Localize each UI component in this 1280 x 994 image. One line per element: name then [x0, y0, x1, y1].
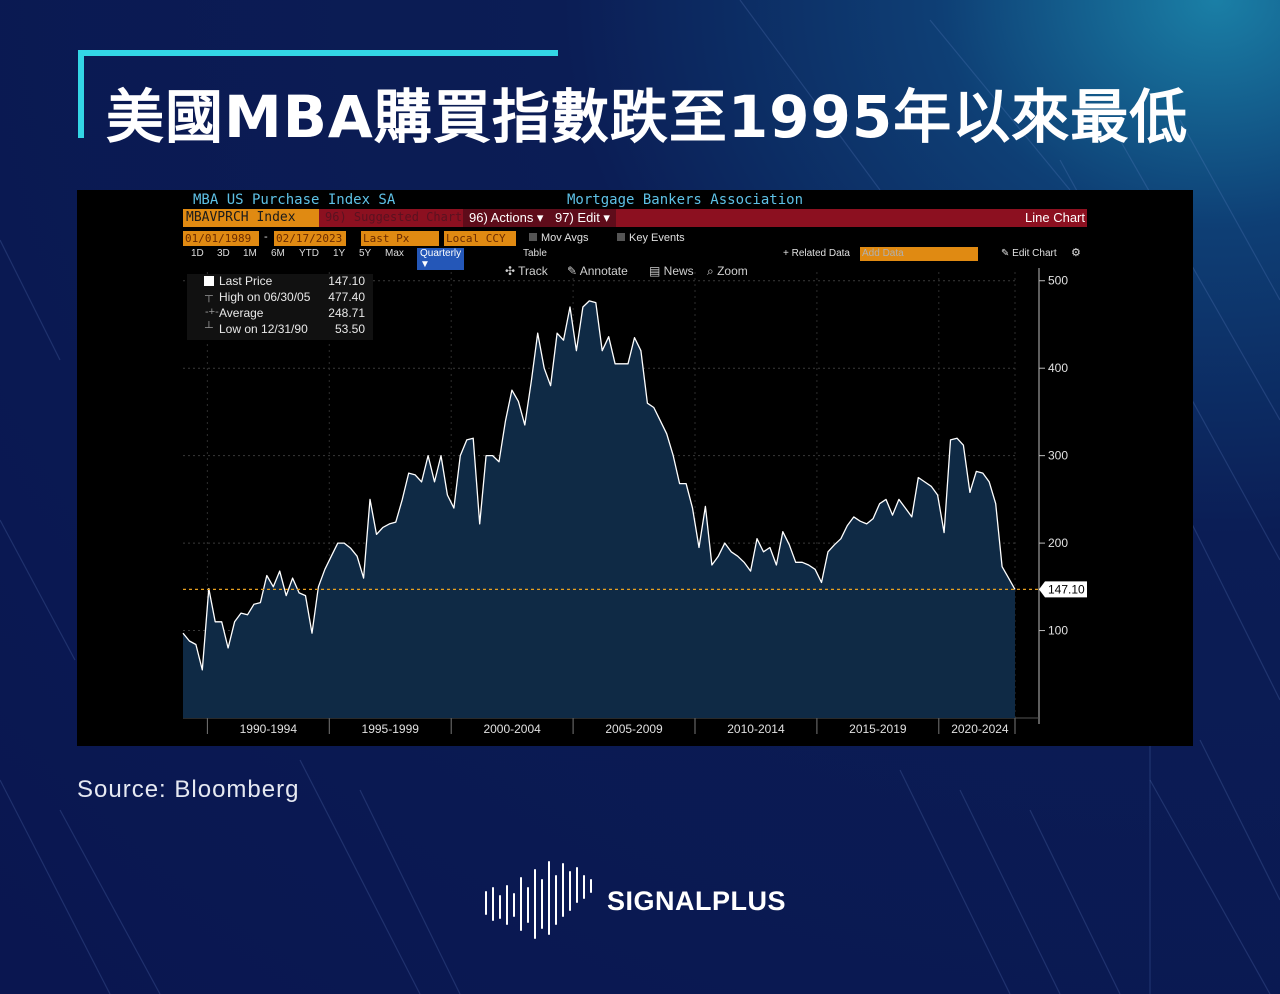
- y-tick-label: 400: [1048, 361, 1068, 375]
- series-line: [182, 300, 1016, 671]
- start-date-input[interactable]: 01/01/1989: [183, 231, 259, 246]
- period-5y[interactable]: 5Y: [359, 248, 372, 259]
- x-tick-label: 1995-1999: [362, 722, 420, 736]
- y-tick-label: 300: [1048, 449, 1068, 463]
- title-accent-side: [78, 50, 84, 138]
- x-tick-label: 2020-2024: [951, 722, 1009, 736]
- period-1m[interactable]: 1M: [243, 248, 257, 259]
- chart-type-label[interactable]: Line Chart: [1025, 210, 1085, 225]
- chart-legend: Last Price 147.10 ┬ High on 06/30/05 477.40…: [187, 274, 373, 340]
- period-ytd[interactable]: YTD: [299, 248, 319, 259]
- suggested-charts-button[interactable]: 96) Suggested Charts: [325, 210, 470, 224]
- mov-avgs-toggle[interactable]: Mov Avgs: [529, 232, 589, 244]
- x-tick-label: 2000-2004: [483, 722, 541, 736]
- y-tick-label: 200: [1048, 536, 1068, 550]
- related-data-button[interactable]: + Related Data: [783, 248, 850, 259]
- x-tick-label: 2010-2014: [727, 722, 785, 736]
- x-tick-label: 2015-2019: [849, 722, 907, 736]
- actions-menu[interactable]: 96) Actions ▾: [463, 209, 550, 227]
- title-accent-bar: [78, 50, 558, 56]
- news-tool[interactable]: ▤ News: [649, 264, 694, 278]
- zoom-tool[interactable]: ⌕ Zoom: [707, 264, 748, 278]
- signalplus-logo-icon: [485, 861, 592, 939]
- high-marker-icon: ┬: [205, 290, 213, 302]
- annotate-tool[interactable]: ✎ Annotate: [567, 264, 628, 278]
- period-6m[interactable]: 6M: [271, 248, 285, 259]
- crosshair-icon: ✣: [505, 264, 519, 278]
- y-tick-label: 100: [1048, 624, 1068, 638]
- end-date-input[interactable]: 02/17/2023: [274, 231, 346, 246]
- period-1d[interactable]: 1D: [191, 248, 204, 259]
- add-data-input[interactable]: Add Data: [860, 247, 978, 261]
- publisher-label: Mortgage Bankers Association: [567, 192, 804, 208]
- last-price-label: 147.10: [1048, 582, 1085, 596]
- key-events-label: Key Events: [629, 232, 685, 244]
- period-max[interactable]: Max: [385, 248, 404, 259]
- x-tick-label: 2005-2009: [605, 722, 663, 736]
- average-marker-icon: -+-: [205, 306, 219, 318]
- edit-menu[interactable]: 97) Edit ▾: [549, 209, 616, 227]
- track-tool[interactable]: ✣ Track: [505, 264, 548, 278]
- x-tick-label: 1990-1994: [240, 722, 298, 736]
- period-3d[interactable]: 3D: [217, 248, 230, 259]
- series-title: MBA US Purchase Index SA: [193, 192, 396, 208]
- mov-avgs-checkbox[interactable]: [529, 233, 537, 241]
- table-button[interactable]: Table: [523, 248, 547, 259]
- y-tick-label: 500: [1048, 274, 1068, 288]
- magnifier-icon: ⌕: [707, 264, 718, 278]
- news-icon: ▤: [649, 264, 664, 278]
- key-events-toggle[interactable]: Key Events: [617, 232, 685, 244]
- low-marker-icon: ┴: [205, 322, 213, 334]
- price-field-select[interactable]: Last Px: [361, 231, 439, 246]
- last-price-tag: [1039, 581, 1087, 598]
- mov-avgs-label: Mov Avgs: [541, 232, 589, 244]
- settings-icon[interactable]: ⚙: [1071, 247, 1081, 259]
- date-separator: -: [264, 231, 268, 243]
- chart-plot: 100 200 300 400 500 1990-1994 1995-1999 2000-20…: [182, 268, 1087, 736]
- legend-swatch: [204, 276, 214, 286]
- frequency-select[interactable]: Quarterly ▼: [417, 248, 465, 270]
- series-area: [183, 300, 1015, 718]
- currency-select[interactable]: Local CCY: [444, 231, 516, 246]
- pencil-icon: ✎: [567, 264, 580, 278]
- key-events-checkbox[interactable]: [617, 233, 625, 241]
- source-caption: Source: Bloomberg: [77, 776, 300, 803]
- command-bar: [183, 209, 1087, 227]
- ticker-field[interactable]: MBAVPRCH Index: [183, 209, 319, 227]
- brand-name: SIGNALPLUS: [607, 886, 787, 916]
- edit-chart-button[interactable]: ✎ Edit Chart: [1001, 248, 1057, 259]
- page-title: 美國MBA購買指數跌至1995年以來最低: [106, 83, 1189, 151]
- period-1y[interactable]: 1Y: [333, 248, 346, 259]
- bloomberg-chart-panel: MBA US Purchase Index SA Mortgage Banker…: [77, 190, 1193, 746]
